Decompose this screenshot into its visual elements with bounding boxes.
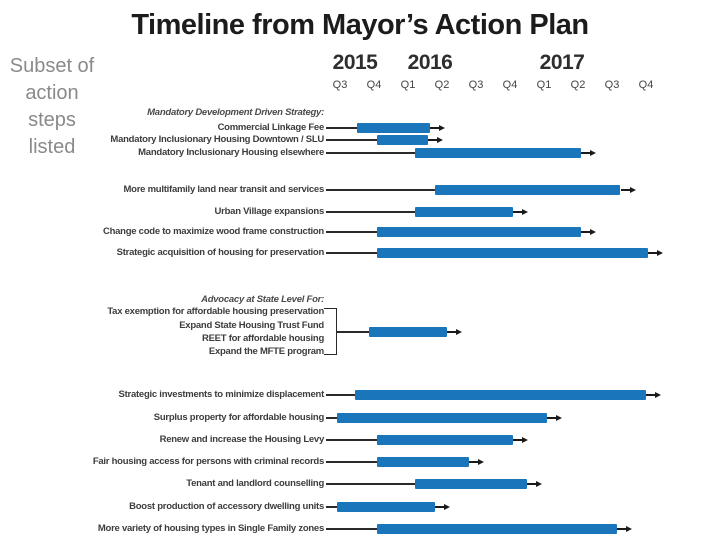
row-label: Strategic acquisition of housing for pre… [116,247,325,258]
arrow-right-icon [437,136,444,143]
leader-line [326,483,415,485]
section-header: Mandatory Development Driven Strategy: [147,107,324,118]
arrow-right-icon [629,186,636,193]
axis-quarter-label: Q1 [536,79,552,91]
arrow-line [620,189,630,191]
leader-line [326,139,378,141]
side-note: Subset of action steps listed [9,55,95,158]
leader-line [326,231,378,233]
gantt-bar [377,435,514,445]
gantt-bar [414,207,514,217]
arrow-line [513,439,523,441]
arrow-right-icon [456,328,463,335]
row-label: Surplus property for affordable housing [153,412,324,423]
group-bracket-bottom-tick [324,354,336,356]
row-label: More multifamily land near transit and s… [123,184,325,195]
gantt-bar [368,327,448,337]
arrow-right-icon [522,208,529,215]
arrow-right-icon [590,149,597,156]
axis-year-label: 2016 [407,51,453,74]
group-bracket-connector [336,331,369,333]
arrow-line [647,252,657,254]
arrow-line [581,231,591,233]
arrow-right-icon [626,525,633,532]
arrow-line [617,528,627,530]
axis-quarter-label: Q2 [434,79,450,91]
gantt-bar [377,248,648,258]
leader-line [326,417,337,419]
arrow-right-icon [444,503,451,510]
arrow-line [581,152,591,154]
leader-line [326,506,337,508]
row-label: Change code to maximize wood frame const… [102,226,324,237]
group-row-label: Expand State Housing Trust Fund [179,320,324,331]
gantt-bar [355,390,646,400]
section-header: Advocacy at State Level For: [201,294,324,305]
arrow-line [527,483,536,485]
gantt-bar [377,457,470,467]
arrow-right-icon [590,228,597,235]
group-bracket-top-tick [324,308,336,310]
arrow-right-icon [522,436,529,443]
gantt-bar [336,413,548,423]
arrow-right-icon [655,391,661,398]
arrow-right-icon [439,124,446,131]
arrow-right-icon [656,249,663,256]
axis-quarter-label: Q1 [400,79,416,91]
arrow-line [646,394,655,396]
group-row-label: Expand the MFTE program [208,346,324,357]
leader-line [326,127,357,129]
leader-line [326,152,415,154]
group-row-label: Tax exemption for affordable housing pre… [107,306,324,317]
axis-quarter-label: Q3 [468,79,484,91]
axis-quarter-label: Q4 [638,79,654,91]
row-label: Commercial Linkage Fee [217,122,325,133]
gantt-bar [336,502,436,512]
arrow-right-icon [556,414,563,421]
row-label: Boost production of accessory dwelling u… [129,501,324,512]
arrow-line [435,506,445,508]
gantt-bar [377,227,582,237]
row-label: Tenant and landlord counselling [186,478,324,489]
leader-line [326,439,378,441]
leader-line [326,394,356,396]
leader-line [326,252,378,254]
gantt-bar [435,185,621,195]
row-label: More variety of housing types in Single … [97,523,324,534]
page-title: Timeline from Mayor’s Action Plan [131,9,589,41]
gantt-bar [377,135,429,145]
row-label: Fair housing access for persons with cri… [92,456,324,467]
arrow-line [469,461,479,463]
axis-quarter-label: Q3 [604,79,620,91]
axis-quarter-label: Q4 [502,79,518,91]
arrow-right-icon [478,458,485,465]
arrow-line [513,211,523,213]
leader-line [326,461,378,463]
arrow-right-icon [536,480,542,487]
axis-quarter-label: Q3 [332,79,348,91]
row-label: Urban Village expansions [214,206,325,217]
gantt-bar [377,524,618,534]
leader-line [326,189,436,191]
row-label: Strategic investments to minimize displa… [118,389,325,400]
row-label: Renew and increase the Housing Levy [159,434,325,445]
gantt-bar [414,479,527,489]
axis-year-label: 2015 [332,51,378,74]
group-row-label: REET for affordable housing [201,333,324,344]
axis-quarter-label: Q4 [366,79,382,91]
gantt-bar [357,123,431,133]
axis-year-label: 2017 [539,51,585,74]
arrow-line [428,139,438,141]
row-label: Mandatory Inclusionary Housing Downtown … [110,134,324,145]
row-label: Mandatory Inclusionary Housing elsewhere [138,147,324,158]
leader-line [326,528,378,530]
arrow-line [430,127,440,129]
axis-quarter-label: Q2 [570,79,586,91]
leader-line [326,211,415,213]
arrow-line [447,331,457,333]
arrow-line [547,417,557,419]
gantt-bar [414,148,582,158]
